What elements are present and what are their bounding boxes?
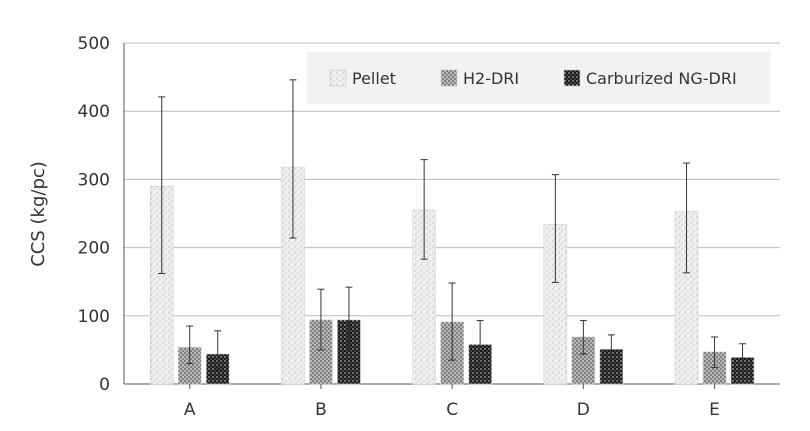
y-axis-ticks: 0 100 200 300 400 500 [78, 34, 110, 395]
y-tick-label: 100 [78, 307, 110, 327]
x-tick-label: E [709, 400, 720, 420]
legend-label: Pellet [352, 69, 396, 88]
x-tick-label: A [184, 400, 196, 420]
legend-swatch [440, 69, 458, 87]
y-axis-label: CCS (kg/pc) [28, 161, 49, 267]
y-tick-label: 300 [78, 170, 110, 190]
y-tick-label: 500 [78, 34, 110, 54]
legend: Pellet H2-DRI Carburized NG-DRI [307, 52, 771, 104]
error-bars [158, 79, 747, 370]
legend-label: Carburized NG-DRI [586, 69, 737, 88]
y-tick-label: 0 [99, 375, 110, 395]
x-tick-label: B [315, 400, 327, 420]
y-tick-label: 400 [78, 102, 110, 122]
y-tick-label: 200 [78, 239, 110, 259]
x-axis-ticks: A B C D E [184, 384, 720, 420]
gridlines [123, 42, 780, 385]
bars [149, 166, 755, 385]
legend-swatch [563, 69, 581, 87]
x-tick-label: C [446, 400, 458, 420]
legend-swatch [329, 69, 347, 87]
x-tick-label: D [577, 400, 590, 420]
legend-label: H2-DRI [463, 69, 519, 88]
legend-box [307, 52, 771, 104]
